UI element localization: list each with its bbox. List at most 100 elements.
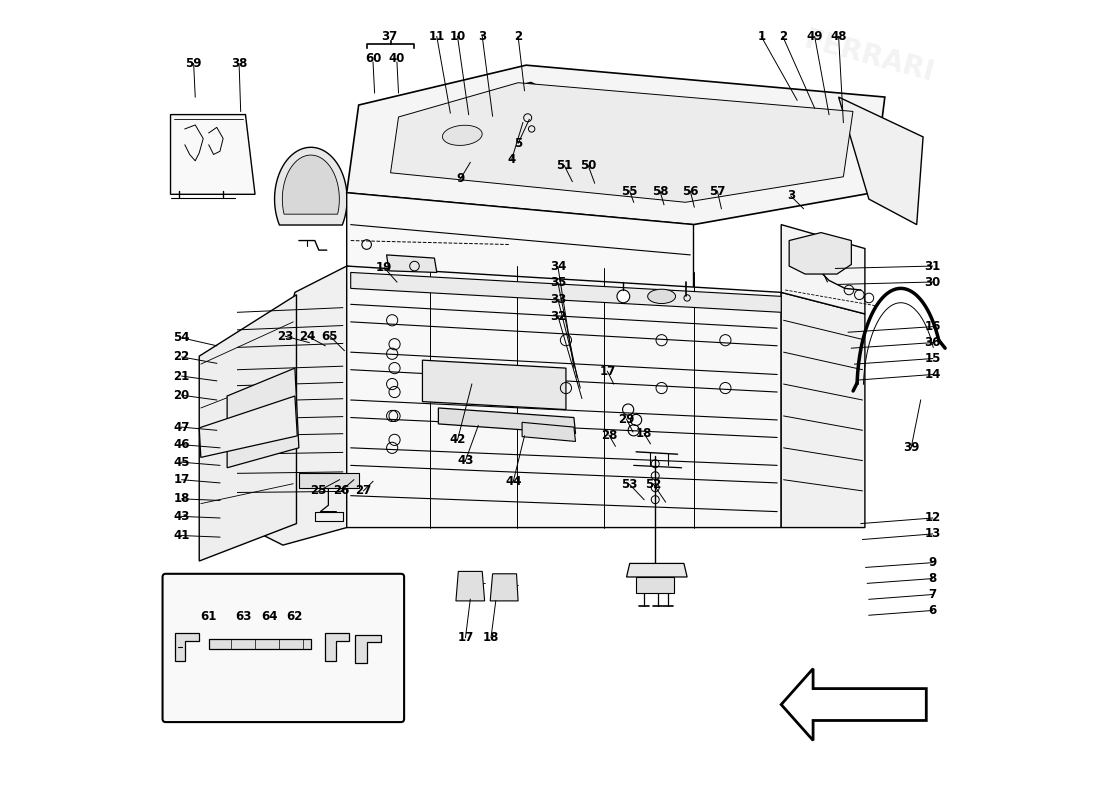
- Text: 24: 24: [299, 330, 316, 342]
- Text: 7: 7: [928, 588, 937, 601]
- Polygon shape: [227, 368, 299, 468]
- Text: 3: 3: [478, 30, 486, 43]
- Text: 11: 11: [429, 30, 444, 43]
- Text: 6: 6: [928, 604, 937, 617]
- Text: 25: 25: [310, 484, 327, 498]
- Polygon shape: [354, 635, 381, 663]
- Text: 10: 10: [450, 30, 465, 43]
- Text: 12: 12: [924, 511, 940, 525]
- Text: 34: 34: [550, 260, 566, 274]
- Text: 18: 18: [636, 427, 652, 440]
- Text: 53: 53: [621, 478, 638, 491]
- Text: 63: 63: [235, 610, 251, 623]
- Text: 18: 18: [483, 631, 499, 644]
- Polygon shape: [781, 292, 865, 527]
- Polygon shape: [781, 225, 865, 314]
- Text: 2: 2: [779, 30, 786, 43]
- Polygon shape: [636, 577, 673, 593]
- Text: 13: 13: [924, 527, 940, 541]
- Text: 62: 62: [287, 610, 304, 623]
- Text: 41: 41: [174, 529, 190, 542]
- Polygon shape: [422, 360, 565, 410]
- Text: 9: 9: [928, 556, 937, 569]
- Text: 9: 9: [456, 172, 465, 185]
- Text: 15: 15: [924, 352, 940, 365]
- Polygon shape: [326, 633, 349, 662]
- Text: 17: 17: [174, 474, 190, 486]
- Circle shape: [617, 290, 629, 302]
- Polygon shape: [346, 65, 884, 225]
- Text: 23: 23: [277, 330, 294, 342]
- Text: 5: 5: [514, 137, 522, 150]
- Polygon shape: [175, 633, 199, 662]
- Text: 57: 57: [710, 185, 726, 198]
- Text: 49: 49: [806, 30, 823, 43]
- Text: 17: 17: [600, 365, 616, 378]
- Text: 60: 60: [365, 52, 382, 66]
- Polygon shape: [838, 97, 923, 225]
- Text: 2: 2: [514, 30, 522, 43]
- Text: 27: 27: [355, 484, 372, 498]
- Text: 29: 29: [618, 413, 635, 426]
- Polygon shape: [275, 147, 348, 225]
- Polygon shape: [491, 574, 518, 601]
- Text: 65: 65: [321, 330, 338, 342]
- Polygon shape: [789, 233, 851, 274]
- Polygon shape: [781, 669, 926, 741]
- Ellipse shape: [442, 126, 482, 146]
- Text: a passion
for parts: a passion for parts: [476, 428, 656, 499]
- Text: 50: 50: [580, 159, 596, 172]
- Text: 1: 1: [757, 30, 766, 43]
- Text: 42: 42: [449, 434, 465, 446]
- Text: 33: 33: [550, 293, 566, 306]
- Polygon shape: [351, 273, 781, 312]
- Text: 3: 3: [786, 190, 795, 202]
- Polygon shape: [299, 474, 359, 488]
- Text: 40: 40: [388, 52, 405, 66]
- Text: 47: 47: [174, 421, 190, 434]
- Text: 20: 20: [174, 389, 190, 402]
- Text: 28: 28: [601, 429, 617, 442]
- Text: 21: 21: [174, 370, 190, 382]
- Text: 48: 48: [830, 30, 847, 43]
- Text: 45: 45: [174, 456, 190, 469]
- Ellipse shape: [648, 289, 675, 303]
- Text: 52: 52: [646, 478, 662, 491]
- Text: 46: 46: [174, 438, 190, 451]
- Text: 22: 22: [174, 350, 190, 363]
- Polygon shape: [522, 422, 575, 442]
- Text: 8: 8: [928, 572, 937, 585]
- Text: 61: 61: [200, 610, 217, 623]
- Polygon shape: [235, 266, 346, 545]
- Text: 64: 64: [261, 610, 277, 623]
- Polygon shape: [346, 193, 693, 296]
- Text: 43: 43: [458, 454, 474, 467]
- Text: 59: 59: [186, 57, 202, 70]
- Text: FERRARI: FERRARI: [801, 26, 937, 87]
- Polygon shape: [390, 82, 852, 202]
- Text: 38: 38: [231, 57, 248, 70]
- Text: 18: 18: [174, 492, 190, 506]
- Polygon shape: [439, 408, 575, 434]
- FancyBboxPatch shape: [163, 574, 404, 722]
- Text: 36: 36: [924, 336, 940, 349]
- Polygon shape: [199, 396, 297, 458]
- Text: 31: 31: [924, 259, 940, 273]
- Text: 26: 26: [333, 484, 350, 498]
- Text: 30: 30: [924, 275, 940, 289]
- Text: 43: 43: [174, 510, 190, 523]
- Polygon shape: [199, 294, 297, 561]
- Text: 4: 4: [507, 153, 516, 166]
- Text: 35: 35: [550, 276, 566, 290]
- Text: 56: 56: [682, 185, 698, 198]
- Text: 54: 54: [174, 331, 190, 344]
- Polygon shape: [386, 255, 437, 273]
- Text: 58: 58: [652, 185, 669, 198]
- Polygon shape: [627, 563, 688, 577]
- Text: 32: 32: [550, 310, 566, 322]
- Polygon shape: [346, 266, 781, 527]
- Text: 51: 51: [557, 159, 572, 172]
- Text: 55: 55: [621, 185, 638, 198]
- Polygon shape: [170, 114, 255, 194]
- Text: 39: 39: [903, 442, 920, 454]
